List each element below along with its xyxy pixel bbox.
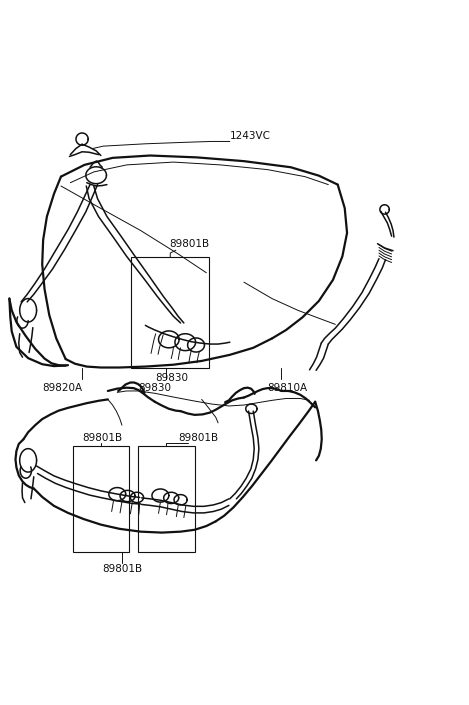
Text: 89830: 89830 — [138, 384, 171, 393]
Text: 89801B: 89801B — [102, 565, 142, 575]
Text: 89801B: 89801B — [169, 239, 209, 250]
Text: 89801B: 89801B — [82, 433, 122, 443]
Text: 1243VC: 1243VC — [230, 130, 271, 140]
Text: 89820A: 89820A — [42, 384, 83, 393]
Text: 89801B: 89801B — [178, 433, 219, 443]
Text: 89830: 89830 — [155, 373, 188, 383]
Bar — [73, 446, 129, 552]
Text: 89810A: 89810A — [267, 384, 308, 393]
Bar — [131, 257, 209, 367]
Bar — [138, 446, 195, 552]
